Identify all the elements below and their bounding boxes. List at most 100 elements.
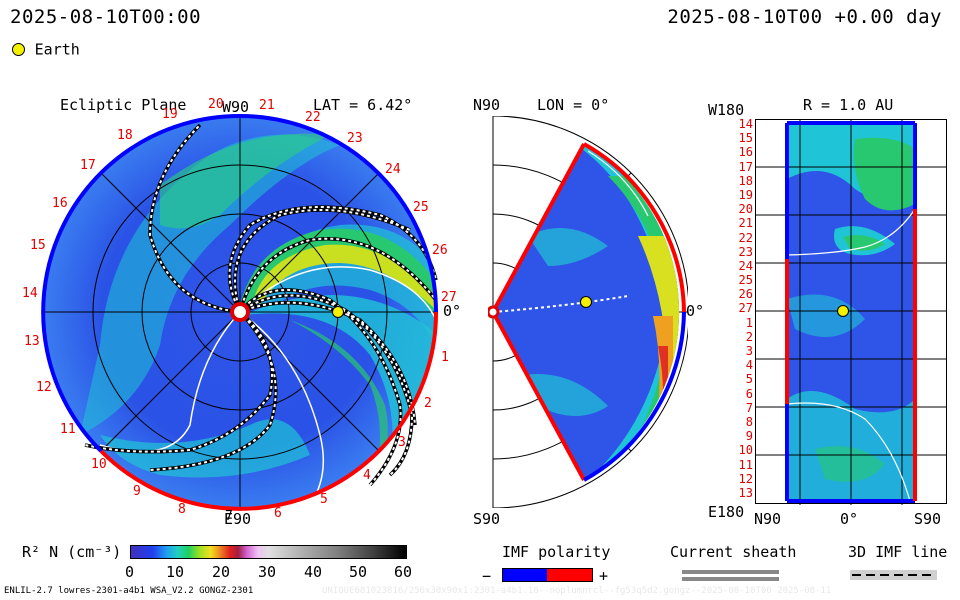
ecliptic-top-label: W90	[222, 98, 250, 116]
earth-marker-icon	[12, 43, 25, 56]
rect-x-right-label: S90	[914, 510, 942, 528]
lon-label-13: 13	[24, 334, 40, 349]
lon-label-23: 23	[347, 131, 363, 146]
rect-row-label: 26	[738, 287, 753, 302]
meridional-top-label: N90	[473, 96, 501, 114]
rect-row-label: 21	[738, 216, 753, 231]
rect-row-labels: 14 15 16 17 18 19 20 21 22 23 24 25 26 2…	[725, 117, 753, 500]
rect-row-label: 24	[738, 258, 753, 273]
rect-top-left-label: W180	[708, 101, 745, 119]
rect-row-label: 27	[738, 301, 753, 316]
colorbar-label: R² N (cm⁻³)	[22, 543, 122, 561]
rect-row-label: 7	[745, 400, 753, 415]
rect-bottom-left-label: E180	[708, 503, 745, 521]
rect-row-label: 14	[738, 117, 753, 131]
imf-line-dash	[852, 574, 935, 576]
imf-plus-label: +	[599, 567, 609, 585]
colorbar-tick: 30	[258, 563, 277, 581]
rect-x-left-label: N90	[754, 510, 782, 528]
current-sheath-swatch-2	[682, 577, 779, 581]
rect-row-label: 15	[738, 131, 753, 146]
lon-label-16: 16	[52, 196, 68, 211]
density-colorbar	[130, 545, 407, 559]
ecliptic-lat: LAT = 6.42°	[313, 96, 413, 114]
ecliptic-bottom-label: E90	[224, 510, 252, 528]
colorbar-tick: 20	[212, 563, 231, 581]
current-sheath-title: Current sheath	[670, 543, 797, 561]
lon-label-1: 1	[441, 350, 449, 365]
colorbar-tick: 10	[166, 563, 185, 581]
rect-row-label: 10	[738, 443, 753, 458]
imf-negative-swatch	[502, 568, 548, 582]
rect-row-label: 6	[745, 386, 753, 401]
rect-row-label: 18	[738, 173, 753, 188]
ecliptic-plane-map	[41, 113, 439, 511]
meridional-plane-map	[488, 116, 688, 508]
rect-row-label: 1	[745, 315, 753, 330]
rect-row-label: 5	[745, 372, 753, 387]
rect-row-label: 25	[738, 273, 753, 288]
ecliptic-right-label: 0°	[443, 302, 462, 320]
rect-row-label: 23	[738, 244, 753, 259]
rect-row-label: 4	[745, 358, 753, 373]
imf-polarity-title: IMF polarity	[502, 543, 611, 561]
lon-label-15: 15	[30, 238, 46, 253]
meridional-right-label: 0°	[686, 302, 705, 320]
lon-label-2: 2	[424, 396, 432, 411]
lon-label-11: 11	[60, 422, 76, 437]
lon-label-22: 22	[305, 110, 321, 125]
lon-label-5: 5	[320, 492, 328, 507]
lon-label-3: 3	[398, 435, 406, 450]
colorbar-tick: 50	[349, 563, 368, 581]
lon-label-4: 4	[363, 468, 371, 483]
rect-row-label: 3	[745, 344, 753, 358]
colorbar-tick: 60	[394, 563, 413, 581]
lon-label-6: 6	[274, 506, 282, 521]
lon-label-12: 12	[36, 380, 52, 395]
lon-label-8: 8	[178, 502, 186, 517]
lon-label-25: 25	[413, 200, 429, 215]
lon-label-19: 19	[162, 107, 178, 122]
rect-row-label: 17	[738, 159, 753, 174]
footer-run-info: ENLIL-2.7 lowres-2301-a4b1 WSA_V2.2 GONG…	[4, 586, 254, 596]
earth-marker-meridional	[580, 296, 592, 308]
rect-row-label: 16	[738, 145, 753, 160]
colorbar-tick: 0	[125, 563, 135, 581]
lon-label-9: 9	[133, 484, 141, 499]
earth-marker-rect	[837, 305, 849, 317]
lon-label-7: 7	[225, 509, 233, 524]
lon-label-21: 21	[259, 98, 275, 113]
lon-label-10: 10	[91, 457, 107, 472]
rect-x-mid-label: 0°	[840, 510, 859, 528]
imf-line-swatch	[850, 570, 937, 580]
earth-marker-ecliptic	[332, 306, 344, 318]
meridional-title: LON = 0°	[537, 96, 610, 114]
lon-label-14: 14	[22, 286, 38, 301]
left-timestamp: 2025-08-10T00:00	[10, 6, 202, 28]
lon-label-27: 27	[441, 290, 457, 305]
rect-row-label: 2	[745, 329, 753, 344]
ecliptic-title: Ecliptic Plane	[60, 96, 187, 114]
imf-positive-swatch	[547, 568, 593, 582]
colorbar-tick: 40	[304, 563, 323, 581]
rect-row-label: 8	[745, 414, 753, 429]
imf-line-title: 3D IMF line	[848, 543, 948, 561]
right-timestamp: 2025-08-10T00 +0.00 day	[667, 6, 942, 28]
meridional-bottom-label: S90	[473, 510, 501, 528]
lon-label-26: 26	[432, 243, 448, 258]
rect-row-label: 9	[745, 429, 753, 444]
lon-label-17: 17	[80, 158, 96, 173]
earth-legend: Earth	[12, 39, 80, 59]
rect-row-label: 22	[738, 230, 753, 245]
rect-row-label: 19	[738, 187, 753, 202]
rect-row-label: 13	[738, 485, 753, 500]
lon-label-24: 24	[385, 162, 401, 177]
rect-lat-lon-map	[755, 119, 947, 505]
rect-row-label: 12	[738, 471, 753, 486]
rect-title: R = 1.0 AU	[803, 96, 894, 114]
lon-label-20: 20	[208, 97, 224, 112]
footer-run-id: UNIQUE681023816/256x30x90x1:2301-a4b1.16…	[322, 586, 832, 596]
rect-row-label: 11	[738, 457, 753, 472]
earth-legend-label: Earth	[34, 40, 80, 59]
rect-row-label: 20	[738, 202, 753, 217]
